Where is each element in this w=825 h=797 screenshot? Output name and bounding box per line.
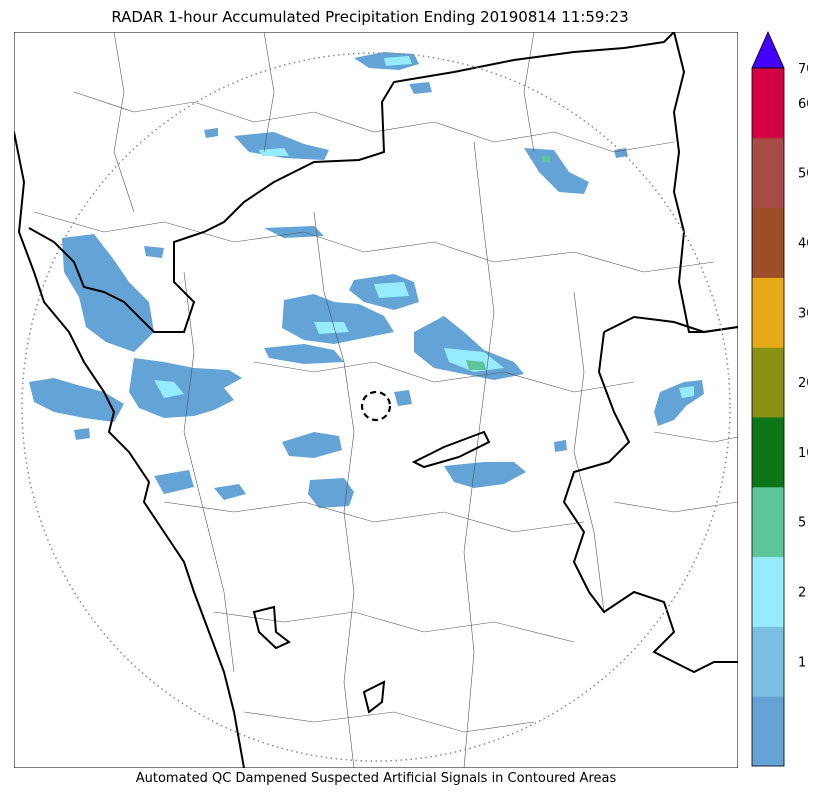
precipitation-echoes [29, 52, 704, 508]
colorbar-tick-label: 2 [798, 586, 806, 601]
radar-range-ring [21, 52, 731, 762]
district-boundaries [33, 32, 738, 768]
qc-footnote: Automated QC Dampened Suspected Artifici… [135, 771, 617, 786]
colorbar-tick-label: 1 [798, 655, 806, 670]
radar-map[interactable] [14, 32, 738, 768]
colorbar-tick-label: 60 [798, 97, 808, 112]
colorbar-frame [751, 67, 785, 767]
map-frame [14, 32, 738, 768]
precipitation-colorbar: 1 2 5 10 20 30 40 50 60 70 [751, 31, 808, 767]
colorbar-overflow-triangle [751, 31, 785, 69]
colorbar-segment [752, 137, 784, 209]
map-title: RADAR 1-hour Accumulated Precipitation E… [111, 8, 629, 26]
state-boundaries [14, 32, 738, 768]
colorbar-segment [752, 696, 784, 767]
colorbar-segment [752, 68, 784, 139]
colorbar-tick-label: 40 [798, 237, 808, 252]
colorbar-tick-label: 20 [798, 376, 808, 391]
colorbar-segment [752, 207, 784, 278]
colorbar-segment [752, 347, 784, 418]
colorbar-tick-label: 5 [798, 516, 806, 531]
colorbar-segment [752, 486, 784, 558]
colorbar-tick-label: 30 [798, 306, 808, 321]
colorbar-segment [752, 277, 784, 348]
colorbar-segment [752, 556, 784, 627]
radar-site-marker [360, 390, 392, 422]
colorbar-segment [752, 417, 784, 488]
colorbar-segment [752, 626, 784, 697]
colorbar-tick-label: 10 [798, 446, 808, 461]
colorbar-tick-label: 70 [798, 62, 808, 77]
colorbar-tick-label: 50 [798, 167, 808, 182]
